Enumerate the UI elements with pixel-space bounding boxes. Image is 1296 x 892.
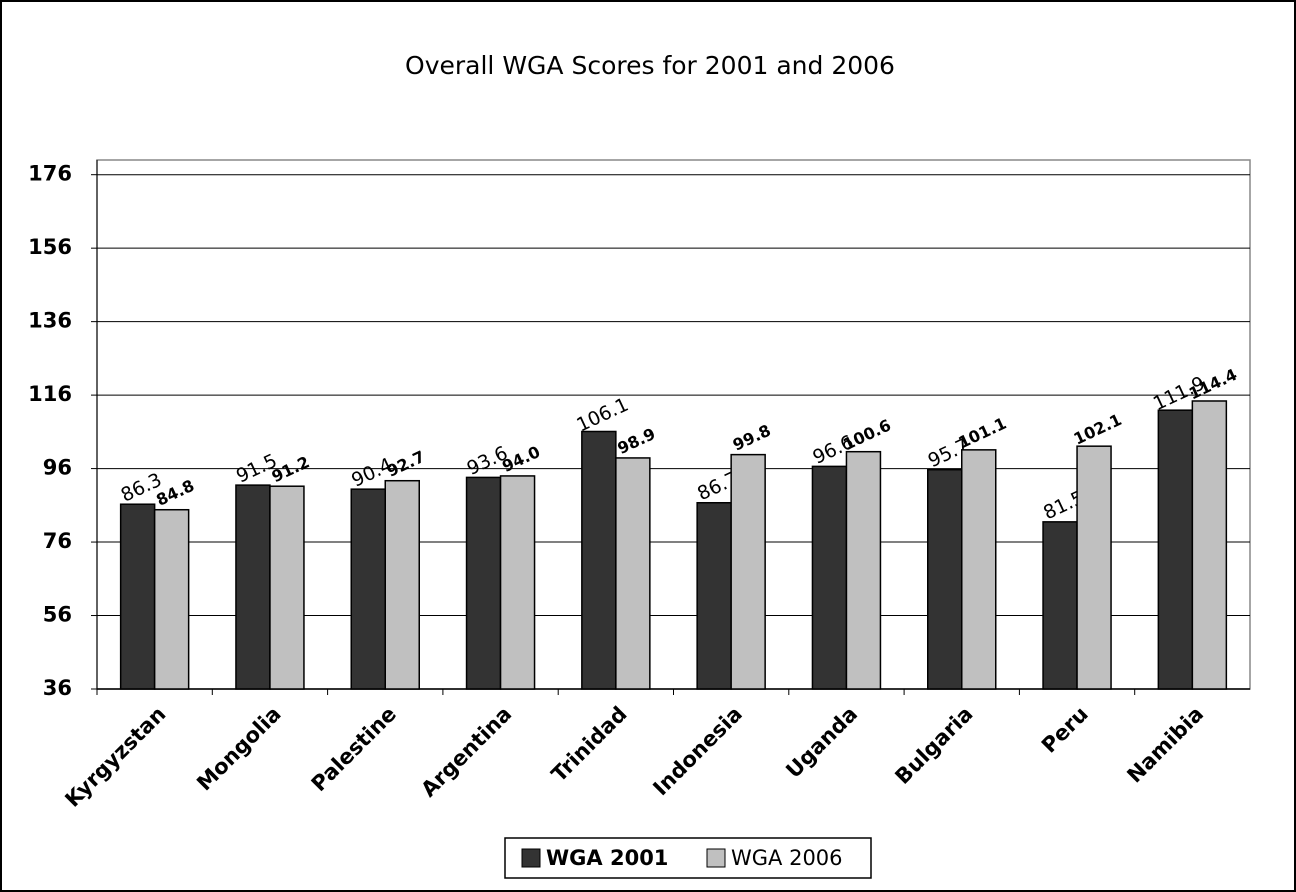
bar <box>696 501 732 690</box>
legend-swatch <box>706 848 726 868</box>
bar <box>615 457 651 690</box>
legend-label: WGA 2006 <box>731 846 843 870</box>
bar <box>1191 400 1228 690</box>
legend-label: WGA 2001 <box>546 846 668 870</box>
chart-title: Overall WGA Scores for 2001 and 2006 <box>405 51 895 80</box>
bar <box>961 449 997 690</box>
bar <box>119 503 156 690</box>
bar <box>1157 409 1194 690</box>
bar <box>581 430 617 690</box>
y-tick-label: 76 <box>43 529 72 553</box>
legend-box <box>504 837 872 879</box>
y-tick-label: 56 <box>43 603 72 627</box>
bar <box>499 475 536 690</box>
y-tick-label: 176 <box>28 162 72 186</box>
bar <box>465 476 502 690</box>
bar <box>235 484 271 690</box>
y-tick-label: 136 <box>28 309 72 333</box>
bar <box>927 468 963 690</box>
bar <box>1042 521 1078 690</box>
legend-swatch <box>521 848 541 868</box>
bar <box>350 488 386 690</box>
bar <box>845 450 882 690</box>
bar <box>384 479 420 690</box>
y-tick-label: 36 <box>43 676 72 700</box>
y-tick-label: 96 <box>43 456 72 480</box>
y-tick-label: 156 <box>28 235 72 259</box>
bar <box>153 508 190 690</box>
bar <box>730 453 766 690</box>
y-tick-label: 116 <box>28 382 72 406</box>
bar <box>811 465 848 690</box>
bar <box>269 485 305 690</box>
bar <box>1076 445 1112 690</box>
